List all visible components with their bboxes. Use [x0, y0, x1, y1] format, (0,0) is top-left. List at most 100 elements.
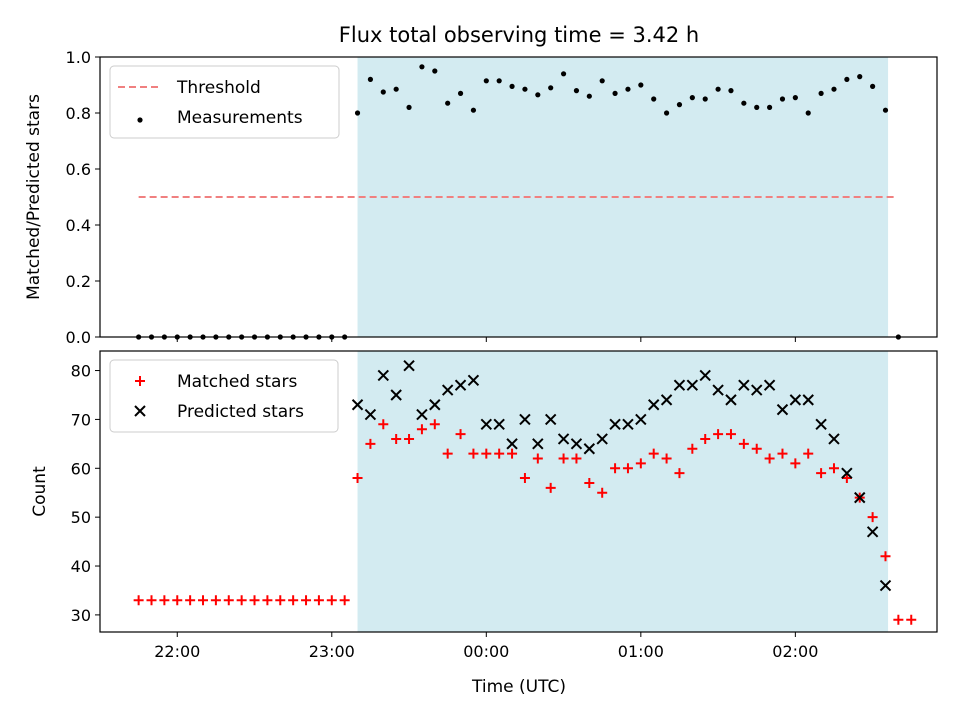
legend-label: Matched stars [177, 372, 297, 392]
matched-stars-point [648, 448, 659, 459]
matched-stars-point [365, 438, 376, 449]
legend-label: Predicted stars [177, 402, 304, 422]
matched-stars-point [313, 595, 324, 606]
matched-stars-point [223, 595, 234, 606]
y-tick-label: 30 [71, 606, 91, 625]
measurements-point [354, 110, 361, 116]
matched-stars-point [198, 595, 209, 606]
predicted-stars-point [416, 408, 428, 421]
matched-stars-point [622, 463, 633, 474]
predicted-stars-point [609, 418, 621, 431]
predicted-stars-point [686, 379, 699, 391]
matched-stars-point [635, 458, 646, 469]
extra-point [906, 614, 917, 625]
ratio-panel: 0.0 0.2 0.4 0.6 0.8 1.0 Matched/Predicted sta… [24, 48, 938, 347]
measurements-point [870, 83, 876, 89]
matched-stars-point [210, 595, 221, 606]
matched-stars-point [687, 443, 698, 454]
matched-stars-point [700, 433, 711, 444]
matched-stars-point [378, 419, 389, 430]
matched-stars-point [764, 453, 775, 464]
predicted-stars-point [776, 403, 789, 416]
count-highlight-span [357, 351, 889, 632]
measurements-point [818, 90, 824, 96]
y-tick-label: 0.8 [66, 104, 91, 123]
matched-stars-point [841, 473, 852, 484]
measurements-point [638, 82, 644, 88]
measurements-point [573, 88, 580, 94]
count-marks [133, 359, 917, 625]
measurements-point [625, 86, 631, 92]
predicted-stars-point [557, 433, 570, 445]
matched-stars-point [404, 433, 415, 444]
measurements-point [676, 102, 683, 108]
measurements-point [432, 68, 438, 74]
matched-stars-point [893, 614, 904, 625]
matched-stars-point [172, 595, 183, 606]
y-tick-label: 0.6 [66, 160, 91, 179]
matched-stars-point [803, 448, 814, 459]
predicted-stars-point [815, 418, 827, 431]
predicted-stars-point [519, 413, 531, 426]
measurements-point [857, 74, 863, 80]
measurements-point [367, 76, 374, 82]
predicted-stars-point [725, 394, 737, 406]
x-axis-label: Time (UTC) [471, 677, 566, 697]
measurements-point [767, 104, 773, 110]
measurements-point [393, 86, 399, 92]
predicted-stars-point [467, 374, 480, 387]
measurements-point [754, 104, 760, 110]
predicted-stars-point [635, 413, 647, 426]
matched-stars-point [532, 453, 543, 464]
ratio-marks [136, 64, 901, 340]
matched-stars-point [236, 595, 247, 606]
y-tick-label: 0.2 [66, 272, 91, 291]
predicted-stars-point [828, 433, 840, 445]
measurements-point [612, 90, 618, 96]
matched-stars-point [584, 477, 595, 488]
predicted-stars-point [879, 579, 892, 592]
measurements-point [882, 107, 889, 113]
predicted-stars-point [802, 394, 814, 406]
matched-stars-point [713, 429, 724, 440]
predicted-stars-point [364, 408, 377, 421]
legend-key-matched [135, 376, 145, 386]
matched-stars-point [519, 473, 530, 484]
measurements-point [715, 86, 721, 92]
count-y-ticks: 30 40 50 60 70 80 [71, 362, 100, 625]
measurements-point [535, 92, 541, 98]
predicted-stars-point [390, 389, 402, 401]
matched-stars-point [159, 595, 170, 606]
legend-box [109, 359, 339, 433]
predicted-stars-point [699, 369, 711, 382]
matched-stars-point [185, 595, 196, 606]
matched-stars-point [429, 419, 440, 430]
predicted-stars-point [532, 438, 544, 450]
measurements-point [560, 71, 567, 77]
matched-stars-point [326, 595, 337, 606]
predicted-stars-point [789, 394, 802, 406]
predicted-stars-point [480, 418, 493, 431]
measurements-point [702, 96, 708, 102]
count-panel: 30 40 50 60 70 80 22:00 23:00 00:00 01:00 02:00 C… [30, 350, 938, 697]
ratio-axes-frame [99, 56, 938, 338]
measurements-point [445, 100, 451, 106]
measurements-point [805, 110, 811, 116]
measurements-point [522, 86, 528, 92]
predicted-stars-point [351, 399, 364, 411]
predicted-stars-point [429, 399, 441, 411]
chart-title: Flux total observing time = 3.42 h [339, 23, 699, 47]
measurements-point [548, 85, 554, 91]
y-tick-label: 0.4 [66, 216, 91, 235]
x-tick-label: 23:00 [309, 642, 355, 661]
matched-stars-point [751, 443, 762, 454]
matched-stars-point [249, 595, 260, 606]
measurements-point [406, 104, 412, 110]
measurements-point [651, 96, 657, 102]
predicted-stars-point [493, 418, 505, 431]
y-tick-label: 70 [71, 410, 91, 429]
matched-stars-point [339, 595, 350, 606]
matched-stars-point [674, 468, 685, 479]
measurements-point [728, 88, 734, 94]
